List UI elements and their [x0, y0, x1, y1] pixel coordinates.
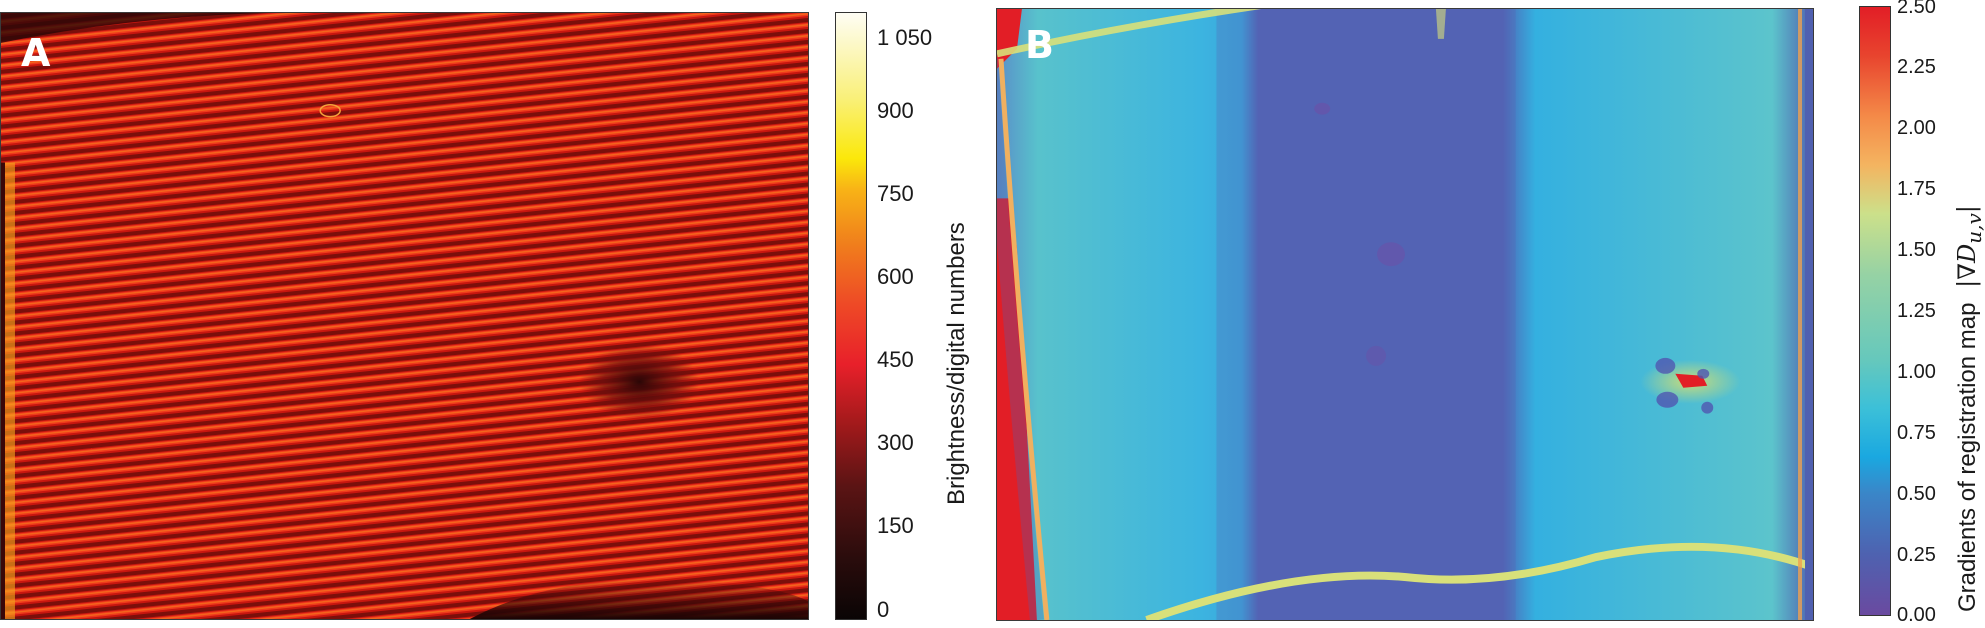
cbar-b-tick: 0.75 [1897, 422, 1936, 444]
panel-label-a: A [21, 31, 51, 75]
fringe-image-panel: A [0, 12, 809, 620]
cbar-b-tick: 1.50 [1897, 239, 1936, 261]
cbar-a-tick: 450 [877, 347, 914, 372]
cbar-a-tick: 900 [877, 98, 914, 123]
cbar-b-tick: 0.50 [1897, 483, 1936, 505]
noisy-red-strip [997, 198, 1037, 620]
abs-bar: | [1953, 205, 1981, 214]
gradient-map-panel: B [996, 8, 1814, 621]
cbar-a-tick: 300 [877, 430, 914, 455]
cbar-a-tick: 750 [877, 181, 914, 206]
colorbar-brightness [835, 12, 867, 620]
cbar-b-tick: 1.25 [1897, 300, 1936, 322]
colorbar-b-label-math: |∇Du,v| [1953, 205, 1985, 288]
cbar-b-tick: 0.25 [1897, 544, 1936, 566]
dark-defect [579, 343, 700, 420]
cbar-b-tick: 1.75 [1897, 178, 1936, 200]
cbar-b-tick: 2.50 [1897, 0, 1936, 18]
gradient-map [997, 9, 1813, 620]
cbar-a-tick: 150 [877, 513, 914, 538]
cbar-a-tick: 0 [877, 597, 890, 622]
cbar-b-tick: 0.00 [1897, 604, 1936, 626]
nabla-d: |∇D [1953, 243, 1981, 288]
fringe-pattern [1, 13, 808, 619]
colorbar-gradient [1859, 6, 1891, 616]
cbar-b-tick: 2.00 [1897, 117, 1936, 139]
cbar-a-tick: 600 [877, 264, 914, 289]
cbar-b-tick: 1.00 [1897, 361, 1936, 383]
colorbar-b-label-text: Gradients of registration map [1954, 302, 1981, 612]
panel-label-b: B [1025, 23, 1054, 67]
cbar-b-tick: 2.25 [1897, 56, 1936, 78]
colorbar-b-label: Gradients of registration map |∇Du,v| [1953, 205, 1985, 612]
cbar-a-tick: 1 050 [877, 25, 933, 50]
colorbar-a-label: Brightness/digital numbers [943, 222, 970, 505]
subscript-uv: u,v [1961, 213, 1985, 244]
